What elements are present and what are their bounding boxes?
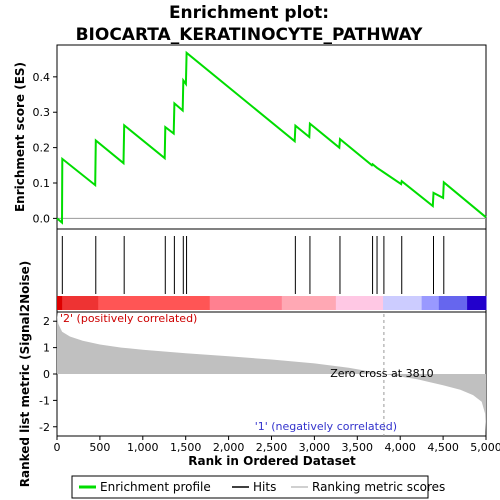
zero-cross-label: Zero cross at 3810 — [330, 367, 433, 380]
x-tick-label: 3,500 — [342, 441, 374, 454]
color-bar-segment — [438, 296, 468, 310]
color-bar-segment — [209, 296, 283, 310]
hits-panel — [61, 236, 445, 294]
chart-title-line2: BIOCARTA_KERATINOCYTE_PATHWAY — [76, 25, 424, 45]
es-y-axis-label: Enrichment score (ES) — [13, 62, 27, 212]
metric-y-axis-label: Ranked list metric (Signal2Noise) — [18, 261, 32, 488]
legend-metric-label: Ranking metric scores — [312, 480, 445, 494]
es-y-tick-label: 0.4 — [33, 71, 51, 84]
color-bar-segment — [335, 296, 384, 310]
ranking-color-bar — [57, 296, 487, 310]
metric-y-tick-label: 2 — [43, 315, 50, 328]
x-tick-label: 1,000 — [127, 441, 159, 454]
metric-y-tick-label: 1 — [43, 342, 50, 355]
color-bar-segment — [281, 296, 337, 310]
x-tick-label: 500 — [89, 441, 110, 454]
es-y-tick-label: 0.1 — [33, 177, 51, 190]
x-tick-label: 5,000 — [470, 441, 500, 454]
legend-hits-label: Hits — [253, 480, 276, 494]
ranking-metric-area — [57, 313, 486, 432]
x-tick-label: 2,000 — [213, 441, 245, 454]
x-tick-label: 4,500 — [427, 441, 459, 454]
chart-title-line1: Enrichment plot: — [169, 3, 329, 23]
es-y-tick-label: 0.3 — [33, 106, 51, 119]
x-axis: 0 500 1,000 1,500 2,000 2,500 3,000 3,500 4,000 4… — [54, 436, 500, 454]
metric-y-tick-label: -1 — [39, 394, 50, 407]
color-bar-segment — [98, 296, 211, 310]
color-bar-segment — [421, 296, 440, 310]
x-tick-label: 1,500 — [170, 441, 202, 454]
positive-correlation-label: '2' (positively correlated) — [60, 312, 197, 325]
metric-y-tick-label: 0 — [43, 368, 50, 381]
legend: Enrichment profile Hits Ranking metric s… — [71, 475, 445, 499]
es-y-axis: 0.0 0.1 0.2 0.3 0.4 — [33, 71, 57, 225]
legend-box — [71, 475, 429, 499]
metric-y-axis: -2 -1 0 1 2 — [39, 315, 57, 434]
color-bar-segment — [383, 296, 423, 310]
es-panel-frame — [56, 44, 487, 230]
negative-correlation-label: '1' (negatively correlated) — [255, 420, 397, 433]
metric-y-tick-label: -2 — [39, 421, 50, 434]
x-axis-label: Rank in Ordered Dataset — [188, 454, 356, 468]
enrichment-profile-line — [56, 50, 487, 225]
x-tick-label: 0 — [54, 441, 61, 454]
color-bar-segment — [467, 296, 487, 310]
es-y-tick-label: 0.2 — [33, 142, 51, 155]
color-bar-segment — [57, 296, 63, 310]
x-tick-label: 2,500 — [256, 441, 288, 454]
x-tick-label: 4,000 — [384, 441, 416, 454]
legend-enrichment-label: Enrichment profile — [100, 480, 211, 494]
color-bar-segment — [62, 296, 99, 310]
es-y-tick-label: 0.0 — [33, 212, 51, 225]
x-tick-label: 3,000 — [299, 441, 331, 454]
